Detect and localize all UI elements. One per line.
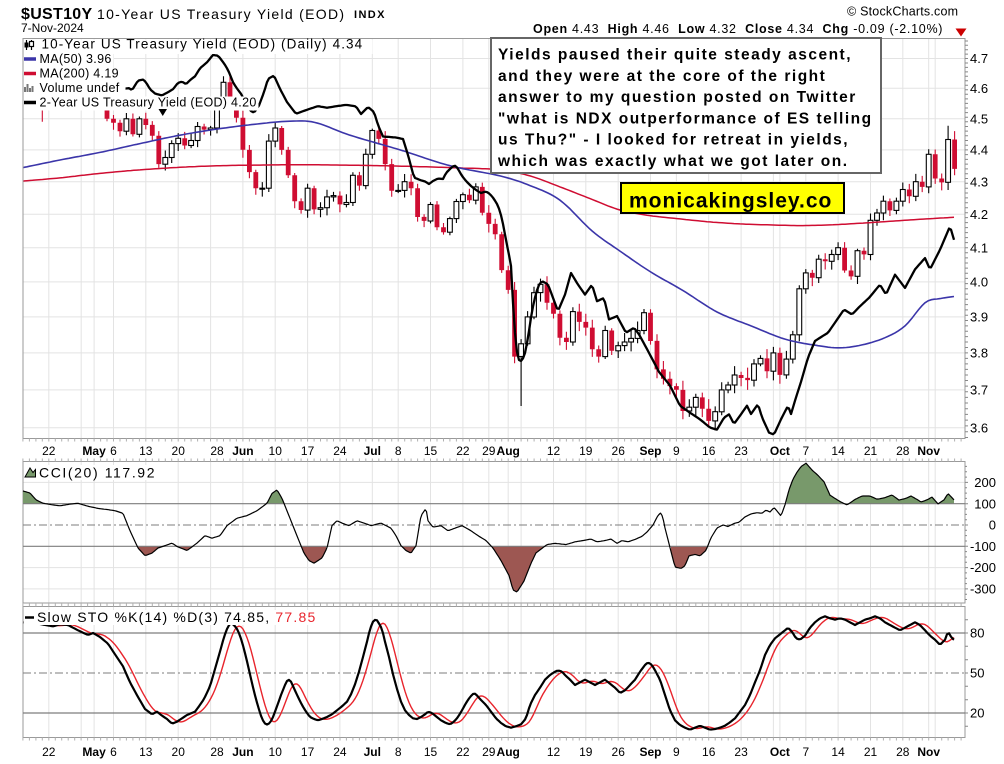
svg-text:Oct: Oct — [770, 444, 790, 458]
svg-text:7: 7 — [802, 444, 809, 458]
svg-text:21: 21 — [864, 444, 878, 458]
svg-text:CCI(20) 117.92: CCI(20) 117.92 — [39, 465, 156, 481]
svg-text:26: 26 — [612, 444, 626, 458]
svg-text:4.1: 4.1 — [970, 240, 988, 255]
svg-text:13: 13 — [139, 444, 153, 458]
svg-text:answer to my question posted o: answer to my question posted on Twitter — [498, 89, 857, 106]
svg-text:$UST10Y: $UST10Y — [21, 6, 92, 23]
svg-text:14: 14 — [831, 444, 845, 458]
svg-text:9: 9 — [673, 745, 680, 759]
svg-text:20: 20 — [970, 706, 984, 721]
svg-text:Jul: Jul — [364, 745, 381, 759]
svg-text:20: 20 — [172, 745, 186, 759]
svg-text:28: 28 — [210, 444, 224, 458]
svg-text:14: 14 — [831, 745, 845, 759]
svg-text:24: 24 — [333, 745, 347, 759]
svg-text:May: May — [82, 444, 106, 458]
svg-text:4.5: 4.5 — [970, 111, 988, 126]
svg-text:-200: -200 — [970, 560, 996, 575]
svg-text:10: 10 — [269, 745, 283, 759]
svg-text:which was exactly what we got: which was exactly what we got later on. — [497, 153, 849, 170]
svg-text:8: 8 — [395, 444, 402, 458]
svg-text:INDX: INDX — [354, 9, 386, 21]
svg-text:monicakingsley.co: monicakingsley.co — [629, 190, 832, 213]
svg-text:28: 28 — [896, 444, 910, 458]
svg-text:19: 19 — [579, 745, 593, 759]
svg-text:23: 23 — [734, 745, 748, 759]
svg-text:21: 21 — [864, 745, 878, 759]
svg-text:Jun: Jun — [232, 745, 253, 759]
svg-text:Aug: Aug — [497, 745, 520, 759]
svg-text:24: 24 — [333, 444, 347, 458]
svg-text:3.7: 3.7 — [970, 383, 988, 398]
svg-text:MA(50) 3.96: MA(50) 3.96 — [40, 52, 112, 66]
svg-text:6: 6 — [110, 745, 117, 759]
svg-text:Sep: Sep — [639, 745, 661, 759]
svg-text:28: 28 — [210, 745, 224, 759]
svg-text:6: 6 — [110, 444, 117, 458]
svg-text:15: 15 — [424, 745, 438, 759]
svg-text:20: 20 — [172, 444, 186, 458]
svg-text:29: 29 — [482, 745, 496, 759]
svg-text:26: 26 — [612, 745, 626, 759]
svg-text:13: 13 — [139, 745, 153, 759]
svg-text:17: 17 — [301, 745, 315, 759]
svg-text:Aug: Aug — [497, 444, 520, 458]
svg-text:10-Year US Treasury Yield (EOD: 10-Year US Treasury Yield (EOD) — [97, 6, 345, 22]
svg-text:23: 23 — [734, 444, 748, 458]
svg-text:us Thu?" - I looked for retrea: us Thu?" - I looked for retreat in yield… — [498, 132, 849, 149]
svg-text:15: 15 — [424, 444, 438, 458]
svg-text:3.8: 3.8 — [970, 346, 988, 361]
svg-text:28: 28 — [896, 745, 910, 759]
svg-text:16: 16 — [702, 444, 716, 458]
svg-text:and they were at the core of t: and they were at the core of the right — [498, 68, 826, 85]
svg-text:8: 8 — [395, 745, 402, 759]
svg-text:22: 22 — [456, 745, 470, 759]
svg-text:50: 50 — [970, 666, 984, 681]
svg-text:4.6: 4.6 — [970, 81, 988, 96]
svg-text:12: 12 — [547, 745, 561, 759]
svg-text:22: 22 — [42, 745, 56, 759]
svg-text:9: 9 — [673, 444, 680, 458]
svg-text:22: 22 — [456, 444, 470, 458]
svg-text:"what is NDX outperformance of: "what is NDX outperformance of ES tellin… — [498, 110, 873, 127]
svg-text:© StockCharts.com: © StockCharts.com — [847, 5, 958, 19]
svg-text:Jun: Jun — [232, 444, 253, 458]
svg-text:4.7: 4.7 — [970, 51, 988, 66]
svg-text:80: 80 — [970, 626, 984, 641]
svg-text:-100: -100 — [970, 539, 996, 554]
svg-text:4.0: 4.0 — [970, 275, 988, 290]
svg-text:7: 7 — [802, 745, 809, 759]
svg-text:12: 12 — [547, 444, 561, 458]
svg-text:29: 29 — [482, 444, 496, 458]
svg-text:Sep: Sep — [639, 444, 661, 458]
svg-text:100: 100 — [974, 496, 996, 511]
svg-text:Yields paused their quite stea: Yields paused their quite steady ascent, — [498, 47, 852, 64]
svg-text:-300: -300 — [970, 582, 996, 597]
svg-text:4.4: 4.4 — [970, 143, 988, 158]
svg-text:Volume undef: Volume undef — [40, 81, 120, 95]
svg-text:Jul: Jul — [364, 444, 381, 458]
svg-text:10: 10 — [269, 444, 283, 458]
svg-text:4.2: 4.2 — [970, 207, 988, 222]
svg-text:200: 200 — [974, 475, 996, 490]
svg-text:17: 17 — [301, 444, 315, 458]
svg-text:Nov: Nov — [917, 444, 940, 458]
svg-text:4.3: 4.3 — [970, 174, 988, 189]
svg-text:22: 22 — [42, 444, 56, 458]
svg-text:Open 4.43 High 4.46 Low 4.32: Open 4.43 High 4.46 Low 4.32 Close 4.34 … — [533, 22, 943, 36]
svg-text:Nov: Nov — [917, 745, 940, 759]
svg-text:7-Nov-2024: 7-Nov-2024 — [21, 21, 84, 35]
svg-text:19: 19 — [579, 444, 593, 458]
svg-text:3.9: 3.9 — [970, 310, 988, 325]
svg-text:Oct: Oct — [770, 745, 790, 759]
svg-text:10-Year US Treasury Yield (EOD: 10-Year US Treasury Yield (EOD) (Daily) … — [42, 37, 364, 52]
svg-text:3.6: 3.6 — [970, 420, 988, 435]
svg-text:0: 0 — [989, 518, 996, 533]
svg-text:16: 16 — [702, 745, 716, 759]
svg-text:May: May — [82, 745, 106, 759]
svg-text:2-Year US Treasury Yield (EOD): 2-Year US Treasury Yield (EOD) 4.20 — [40, 96, 257, 110]
svg-text:Slow STO %K(14) %D(3) 74.85, 7: Slow STO %K(14) %D(3) 74.85, 77.85 — [37, 609, 316, 625]
svg-text:MA(200) 4.19: MA(200) 4.19 — [40, 67, 119, 81]
